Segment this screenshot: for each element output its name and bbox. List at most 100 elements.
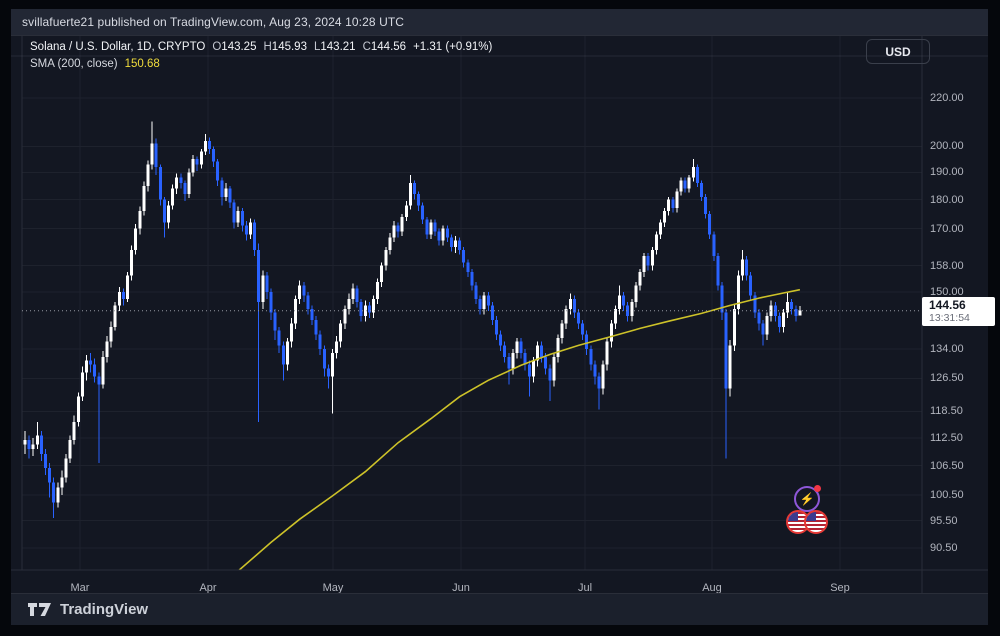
candle-body	[421, 205, 425, 220]
symbol-title[interactable]: Solana / U.S. Dollar, 1D, CRYPTO	[30, 41, 206, 53]
candle-body	[527, 364, 531, 377]
candle-body	[782, 312, 785, 327]
candle-body	[224, 188, 228, 197]
price-tick-label: 90.50	[930, 541, 958, 554]
symbol-row: Solana / U.S. Dollar, 1D, CRYPTO O143.25…	[30, 41, 492, 58]
last-price-label: 144.56 13:31:54	[922, 296, 995, 326]
candle-body	[326, 368, 330, 377]
candlestick-chart[interactable]	[11, 36, 988, 593]
candle-body	[618, 295, 621, 310]
candle-body	[708, 213, 712, 235]
candle-body	[363, 305, 367, 317]
candle-body	[470, 272, 474, 286]
candle-body	[126, 275, 129, 299]
price-tick-label: 106.50	[930, 459, 964, 472]
candle-body	[478, 298, 482, 310]
candle-body	[298, 285, 302, 299]
price-tick-label: 200.00	[930, 140, 964, 153]
candle-body	[318, 334, 322, 350]
candle-body	[322, 349, 326, 369]
candle-body	[474, 285, 478, 299]
price-tick-label: 220.00	[930, 91, 964, 104]
candle-body	[495, 319, 498, 335]
candle-body	[490, 305, 494, 320]
brand-name[interactable]: TradingView	[60, 601, 149, 618]
candle-body	[659, 222, 662, 235]
candle-body	[158, 166, 162, 200]
candle-body	[638, 272, 642, 286]
bar-countdown: 13:31:54	[929, 311, 970, 324]
chart-legend: Solana / U.S. Dollar, 1D, CRYPTO O143.25…	[30, 41, 492, 75]
candle-body	[351, 288, 355, 299]
candle-body	[109, 326, 113, 342]
candle-body	[499, 334, 503, 346]
candle-body	[48, 467, 52, 483]
candle-body	[290, 323, 293, 342]
candle-body	[208, 141, 211, 149]
candle-body	[85, 360, 88, 373]
candle-body	[609, 323, 613, 342]
candle-body	[294, 298, 298, 324]
candle-body	[150, 143, 154, 165]
candle-body	[68, 440, 72, 459]
candle-body	[700, 183, 703, 197]
candle-body	[101, 356, 105, 385]
price-tick-label: 112.50	[930, 431, 963, 444]
time-tick-label: Sep	[830, 582, 850, 594]
candle-body	[277, 330, 281, 346]
spark-reaction-icon[interactable]: ⚡	[794, 484, 821, 512]
candle-body	[220, 180, 224, 197]
candle-body	[236, 211, 240, 223]
candle-body	[285, 341, 289, 365]
candle-body	[281, 345, 285, 365]
candle-body	[462, 249, 466, 263]
candle-body	[195, 159, 199, 165]
candle-body	[138, 211, 142, 229]
candle-body	[80, 372, 84, 397]
candle-body	[175, 177, 179, 189]
candle-body	[786, 302, 790, 313]
price-tick-label: 180.00	[930, 193, 964, 206]
candle-body	[302, 285, 306, 296]
price-tick-label: 150.00	[930, 286, 964, 298]
publish-bar: svillafuerte21 published on TradingView.…	[11, 9, 988, 36]
candle-body	[306, 295, 310, 310]
candle-body	[314, 319, 318, 335]
candle-body	[273, 312, 277, 331]
candle-body	[482, 295, 486, 310]
candle-body	[765, 316, 769, 335]
candle-body	[388, 237, 392, 250]
candle-body	[716, 256, 720, 286]
candle-body	[568, 298, 572, 310]
ohlc-open: O143.25	[212, 41, 257, 53]
candle-body	[261, 275, 265, 303]
currency-toggle-button[interactable]: USD	[866, 39, 930, 64]
candle-body	[577, 312, 580, 324]
candle-body	[773, 305, 777, 317]
candle-body	[171, 188, 175, 206]
candle-body	[113, 305, 117, 327]
time-tick-label: May	[322, 582, 344, 594]
chart-area[interactable]: Solana / U.S. Dollar, 1D, CRYPTO O143.25…	[11, 36, 995, 594]
candle-body	[728, 345, 732, 389]
flag-reactions[interactable]	[786, 509, 828, 534]
candle-body	[44, 453, 47, 468]
time-tick-label: Apr	[199, 582, 217, 594]
candle-body	[691, 166, 695, 178]
us-flag-icon	[804, 509, 828, 534]
price-tick-label: 95.50	[930, 514, 958, 527]
candle-body	[216, 161, 220, 181]
candle-body	[212, 148, 216, 162]
snapshot-card: svillafuerte21 published on TradingView.…	[11, 9, 995, 625]
candle-body	[396, 225, 400, 232]
candle-body	[97, 376, 101, 385]
candle-body	[449, 237, 453, 247]
candle-body	[572, 298, 576, 313]
candle-body	[536, 345, 539, 361]
indicator-label[interactable]: SMA (200, close)	[30, 58, 118, 70]
candle-body	[712, 234, 716, 257]
candle-body	[601, 364, 605, 389]
candle-body	[179, 177, 183, 184]
candle-body	[331, 352, 334, 377]
